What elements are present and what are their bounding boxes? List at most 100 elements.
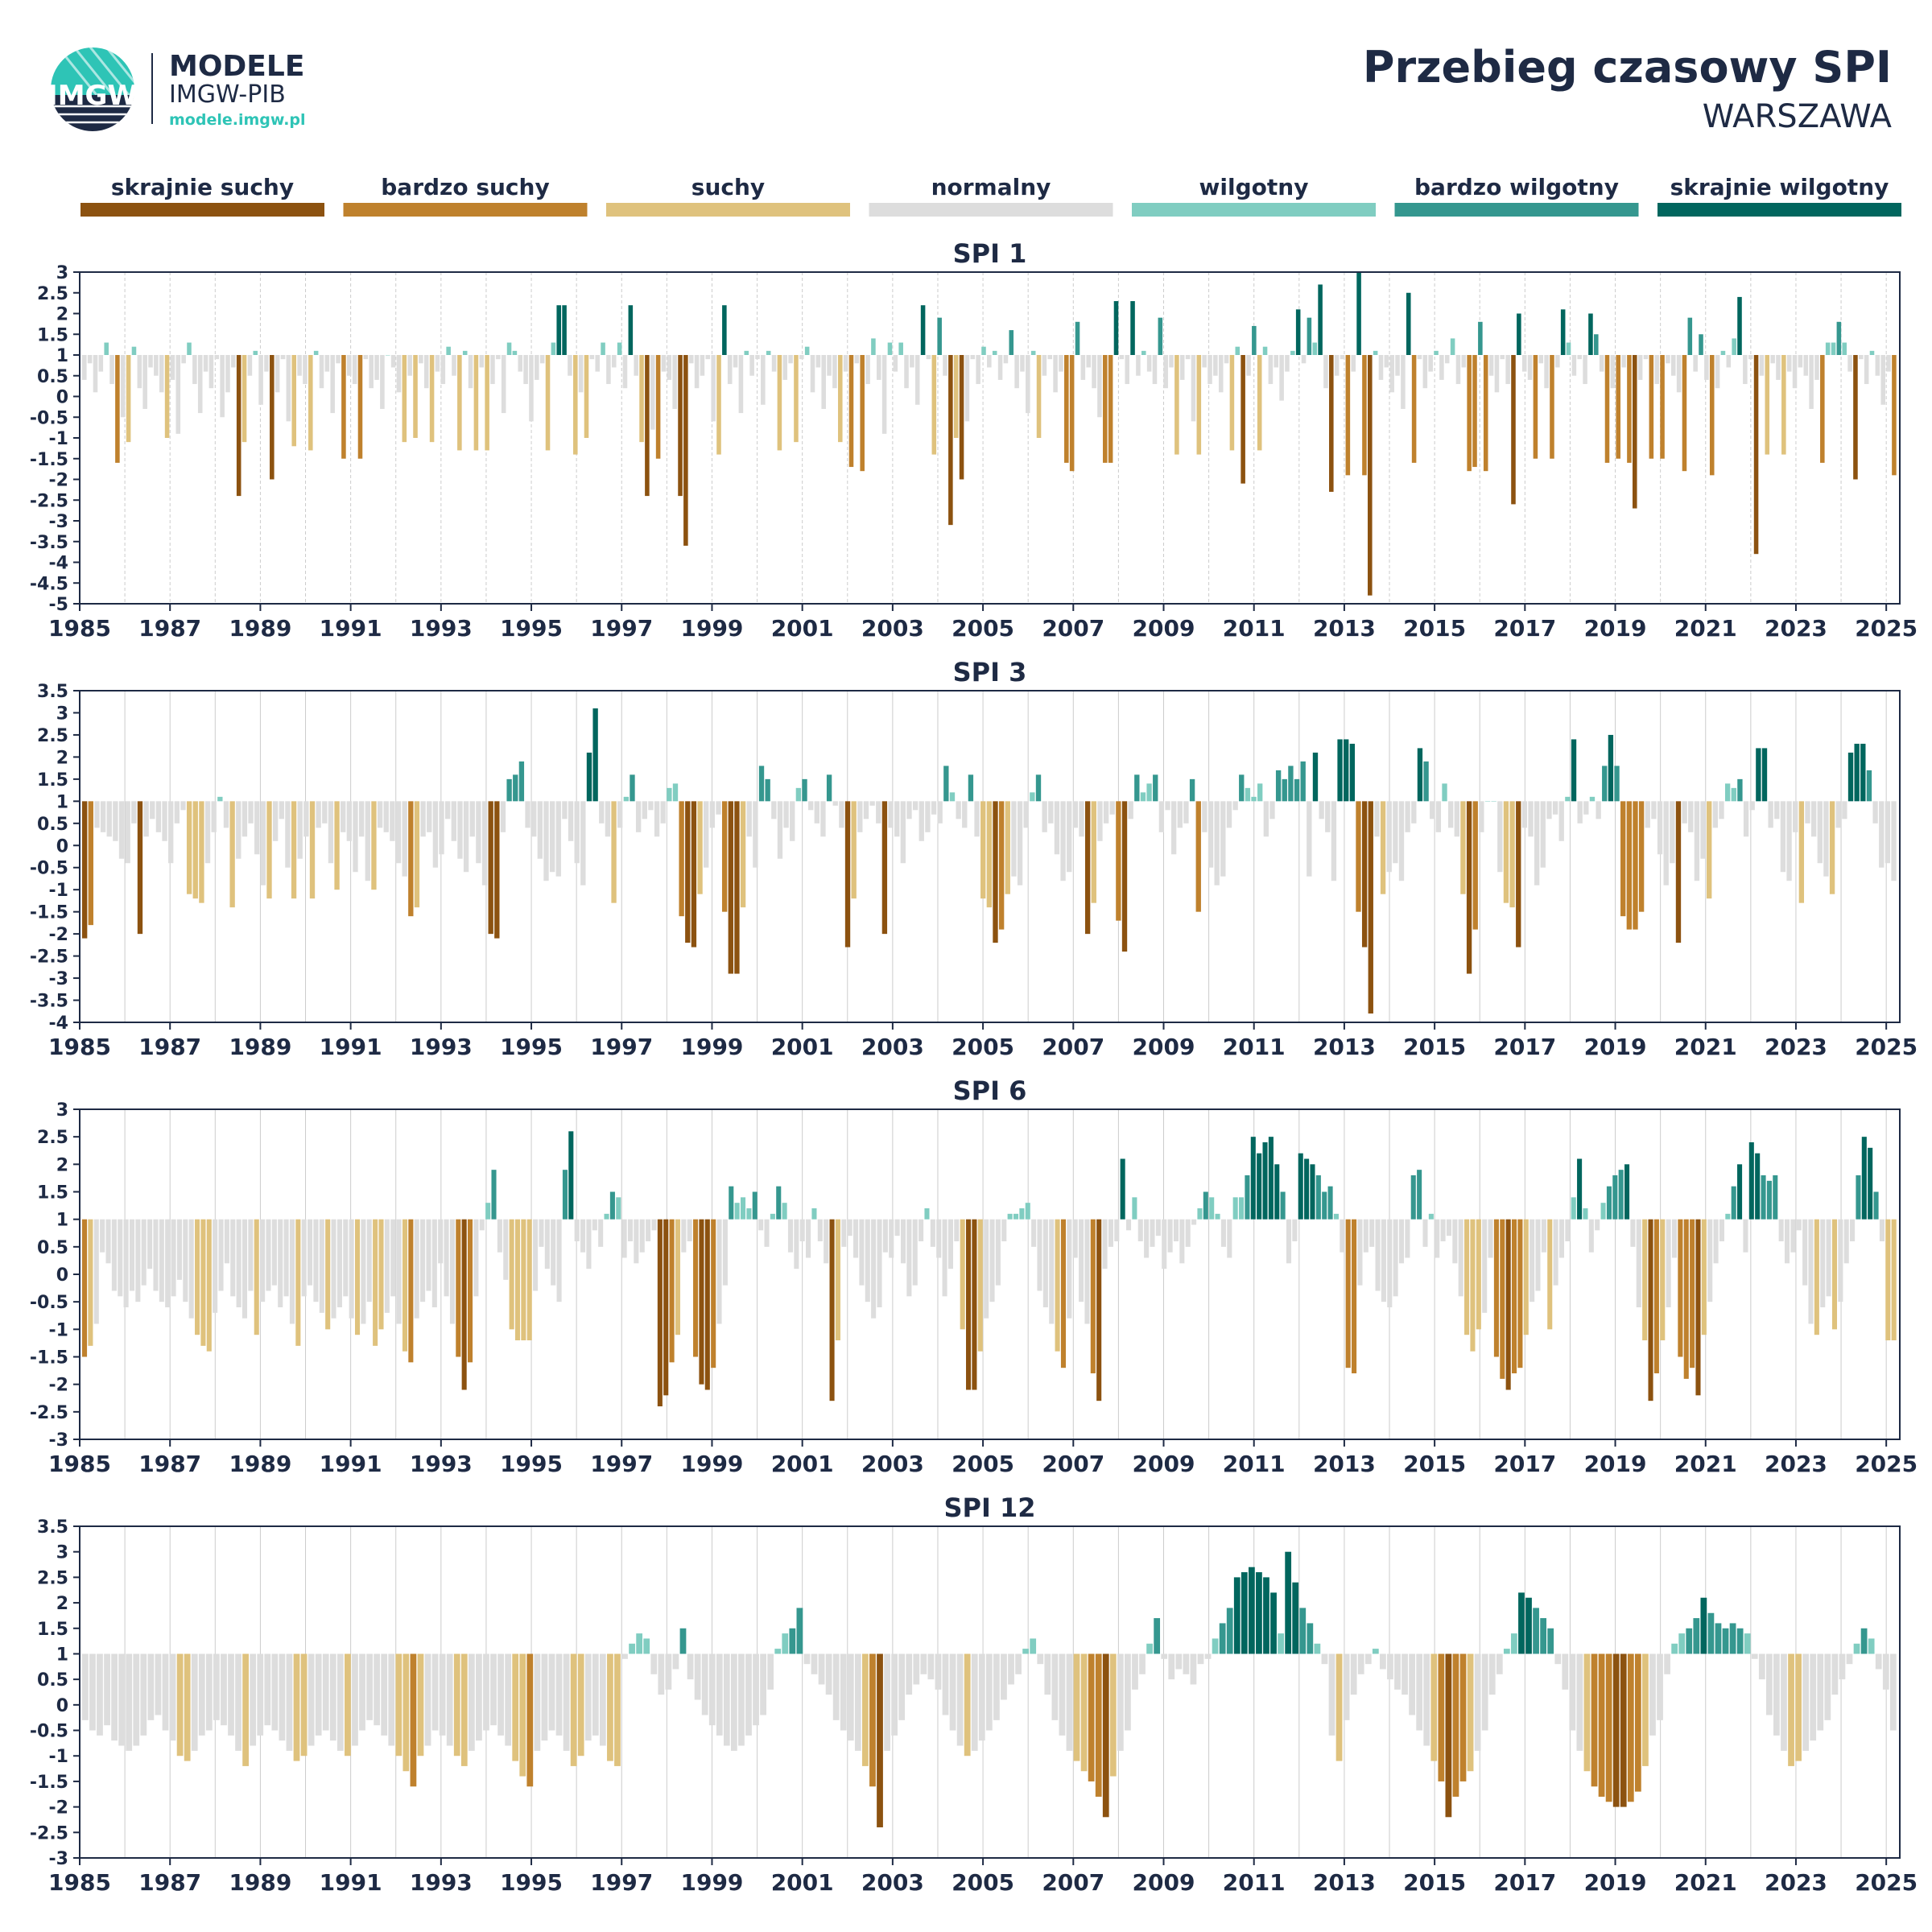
spi-bar bbox=[1139, 1653, 1146, 1674]
spi-bar bbox=[1387, 1219, 1393, 1307]
spi-bar bbox=[1633, 801, 1638, 930]
spi-bar bbox=[1470, 1219, 1476, 1352]
spi-bar bbox=[1595, 1219, 1600, 1231]
spi-bar bbox=[1814, 355, 1819, 380]
x-tick-label: 1997 bbox=[590, 1451, 653, 1477]
spi-bar bbox=[913, 1653, 920, 1685]
spi-bar bbox=[930, 1219, 935, 1247]
spi-bar bbox=[1292, 1219, 1298, 1241]
spi-bar bbox=[876, 355, 881, 380]
spi-bar bbox=[1517, 1219, 1523, 1368]
spi-bar bbox=[1512, 1219, 1517, 1373]
spi-bar bbox=[1241, 355, 1245, 484]
spi-bar bbox=[755, 355, 760, 360]
x-tick-label: 2011 bbox=[1223, 615, 1286, 642]
spi-bar bbox=[1719, 1219, 1724, 1241]
y-tick-label: -0.5 bbox=[30, 859, 68, 879]
spi-bar bbox=[334, 801, 340, 890]
spi-bar bbox=[242, 355, 247, 443]
spi-bar bbox=[341, 355, 346, 459]
spi-bar bbox=[518, 355, 523, 372]
spi-bar bbox=[1116, 801, 1121, 921]
spi-bar bbox=[1416, 1653, 1423, 1731]
spi-bar bbox=[1847, 355, 1852, 372]
spi-bar bbox=[1393, 1219, 1398, 1297]
spi-bar bbox=[835, 1219, 840, 1340]
spi-bar bbox=[203, 355, 208, 372]
spi-bar bbox=[1312, 752, 1319, 802]
spi-bar bbox=[254, 1219, 259, 1335]
spi-bar bbox=[824, 1219, 829, 1264]
spi-bar bbox=[199, 801, 204, 903]
spi-bar bbox=[1209, 1197, 1215, 1220]
spi-bar bbox=[753, 1653, 759, 1726]
y-tick-label: 2.5 bbox=[37, 1128, 68, 1148]
y-tick-label: -1.5 bbox=[30, 1348, 68, 1368]
spi-bar bbox=[82, 1219, 88, 1357]
spi-bar bbox=[1847, 752, 1854, 802]
spi-bar bbox=[906, 1653, 913, 1695]
spi-bar bbox=[832, 1653, 840, 1720]
spi-bar bbox=[142, 355, 147, 409]
spi-bar bbox=[1503, 1649, 1510, 1654]
spi-bar bbox=[197, 355, 203, 414]
spi-bar bbox=[1411, 801, 1417, 824]
spi-bar bbox=[889, 1219, 894, 1258]
spi-bar bbox=[959, 355, 964, 480]
spi-bar bbox=[1183, 801, 1189, 824]
spi-bar bbox=[457, 801, 463, 859]
spi-bar bbox=[354, 1219, 361, 1335]
x-tick-label: 1989 bbox=[229, 1869, 291, 1896]
spi-bar bbox=[1854, 743, 1860, 802]
spi-bar bbox=[1144, 1219, 1150, 1258]
spi-bar bbox=[159, 1219, 164, 1302]
spi-bar bbox=[147, 1219, 153, 1269]
spi-bar bbox=[468, 1219, 473, 1363]
spi-bar bbox=[1612, 1653, 1620, 1807]
spi-bar bbox=[224, 1219, 229, 1264]
spi-bar bbox=[297, 355, 302, 376]
spi-bar bbox=[1781, 355, 1786, 455]
spi-bar bbox=[181, 355, 186, 364]
spi-bar bbox=[1233, 1577, 1241, 1654]
spi-bar bbox=[1405, 801, 1410, 832]
spi-bar bbox=[1474, 1653, 1481, 1751]
spi-bar bbox=[523, 355, 528, 385]
spi-bar bbox=[381, 1653, 388, 1736]
spi-bar bbox=[708, 1653, 716, 1726]
spi-bar bbox=[1649, 1653, 1656, 1736]
spi-bar bbox=[1868, 1638, 1875, 1654]
spi-bar bbox=[1565, 1219, 1571, 1241]
spi-bar bbox=[1633, 355, 1637, 509]
spi-bar bbox=[882, 1219, 888, 1253]
spi-bar bbox=[1327, 1186, 1333, 1220]
spi-bar bbox=[501, 355, 506, 414]
spi-bar bbox=[1398, 801, 1405, 881]
spi-bar bbox=[1130, 301, 1135, 355]
spi-bar bbox=[1037, 1219, 1042, 1291]
spi-bar bbox=[352, 355, 357, 385]
spi-bar bbox=[1022, 1649, 1030, 1654]
spi-bar bbox=[283, 1219, 289, 1297]
spi-bar bbox=[869, 1653, 876, 1787]
spi-bar bbox=[331, 1219, 336, 1319]
spi-bar bbox=[1664, 1653, 1670, 1674]
spi-bar bbox=[247, 355, 253, 376]
spi-bar bbox=[94, 801, 100, 828]
spi-bar bbox=[1109, 1653, 1117, 1777]
spi-bar bbox=[586, 752, 592, 802]
spi-bar bbox=[1521, 355, 1527, 372]
spi-bar bbox=[1251, 796, 1257, 802]
spi-bar bbox=[1235, 346, 1241, 355]
spi-bar bbox=[1824, 1653, 1831, 1720]
spi-bar bbox=[614, 1653, 621, 1766]
spi-bar bbox=[854, 1653, 861, 1751]
spi-bar bbox=[731, 1653, 737, 1751]
spi-bar bbox=[926, 355, 931, 360]
y-tick-label: -1 bbox=[49, 429, 68, 449]
logo-url-text[interactable]: modele.imgw.pl bbox=[169, 111, 306, 129]
spi-bar bbox=[985, 1653, 993, 1731]
spi-bar bbox=[1826, 1219, 1831, 1297]
spi-bar bbox=[942, 1219, 947, 1297]
spi-bar bbox=[549, 801, 555, 873]
